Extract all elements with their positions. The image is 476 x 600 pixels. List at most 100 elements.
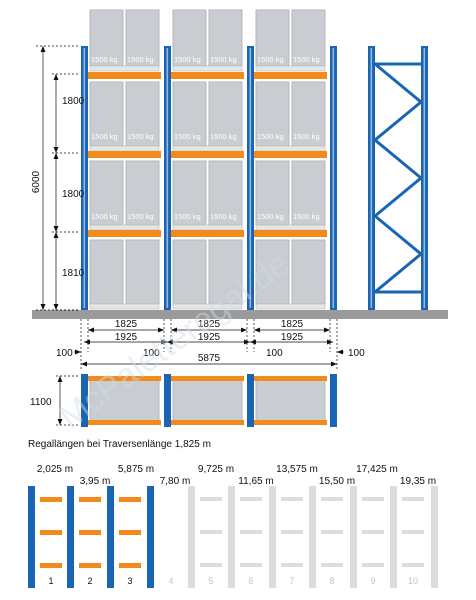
run-beam	[321, 563, 343, 567]
offset-label: 100	[348, 348, 365, 359]
frame-bracing	[374, 62, 422, 294]
load-label: 1500 kg	[91, 212, 118, 221]
bay-number: 4	[168, 576, 173, 586]
total-length-label: 5875	[198, 353, 221, 364]
pallet-box	[89, 239, 124, 305]
run-beam	[362, 497, 384, 501]
load-label: 1500 kg	[174, 132, 201, 141]
bay-number: 2	[87, 576, 92, 586]
pallet-box	[208, 160, 243, 226]
beam	[171, 151, 244, 158]
pallet-base	[89, 65, 160, 72]
beam	[254, 230, 327, 237]
run-beam	[200, 497, 222, 501]
depth-label: 1100	[30, 397, 52, 408]
upright	[164, 374, 171, 427]
load-label: 1500 kg	[127, 212, 154, 221]
run-beam	[281, 563, 303, 567]
upright	[81, 374, 88, 427]
bay-number: 6	[248, 576, 253, 586]
run-beam	[281, 530, 303, 534]
run-uprights	[28, 486, 438, 588]
bay-width-label: 1925	[281, 332, 304, 343]
run-upright	[309, 486, 316, 588]
pallet-loads	[89, 9, 326, 310]
load-label: 1500 kg	[293, 132, 320, 141]
pallet-base	[89, 224, 160, 231]
beams	[88, 72, 327, 237]
total-height-label: 6000	[31, 170, 42, 193]
run-beam	[40, 497, 62, 502]
load-label: 1500 kg	[257, 132, 284, 141]
pallet-box	[255, 81, 290, 147]
load-label: 1500 kg	[174, 212, 201, 221]
beam	[171, 230, 244, 237]
bay-number: 3	[127, 576, 132, 586]
run-beam	[200, 563, 222, 567]
front-view: 1500 kg 1500 kg 1500 kg 1500 kg 1500 kg …	[81, 9, 337, 310]
load-label: 1500 kg	[127, 55, 154, 64]
pallet-box	[125, 9, 160, 67]
lengths-caption: Regallängen bei Traversenlänge 1,825 m	[28, 439, 211, 450]
upright	[330, 374, 337, 427]
side-frame	[368, 46, 428, 310]
offset-label: 100	[266, 348, 283, 359]
pallet-box	[125, 160, 160, 226]
bay-numbers: 1 2 3 4 5 6 7 8 9 10	[48, 576, 418, 586]
run-upright	[431, 486, 438, 588]
dimension-arrows	[75, 327, 343, 367]
pallet-box	[291, 160, 326, 226]
pallet-box	[89, 9, 124, 67]
length-label: 7,80 m	[160, 476, 191, 487]
pallet-box	[208, 239, 243, 305]
length-label: 3,95 m	[80, 476, 111, 487]
load-label: 1500 kg	[293, 212, 320, 221]
bay-number: 8	[329, 576, 334, 586]
run-beam	[240, 530, 262, 534]
beam	[88, 230, 161, 237]
run-upright	[107, 486, 114, 588]
pallet-box	[172, 239, 207, 305]
pallet-box	[208, 81, 243, 147]
beam-length-label: 1825	[281, 319, 304, 330]
run-upright	[228, 486, 235, 588]
run-beam	[119, 530, 141, 535]
run-beams	[40, 497, 424, 568]
pallet-base	[172, 224, 243, 231]
beam	[254, 151, 327, 158]
beam	[171, 420, 244, 425]
run-beam	[281, 497, 303, 501]
run-beam	[40, 563, 62, 568]
run-beam	[402, 563, 424, 567]
beam	[171, 72, 244, 79]
height-dimensions	[36, 45, 80, 311]
pallet-base	[89, 303, 160, 310]
pallet-base	[255, 65, 326, 72]
level-height-label: 1810	[62, 268, 85, 279]
depth-view	[56, 374, 337, 427]
length-label: 17,425 m	[356, 464, 398, 475]
floor	[32, 310, 448, 319]
bay-width-label: 1925	[115, 332, 138, 343]
length-label: 15,50 m	[319, 476, 355, 487]
load-label: 1500 kg	[91, 55, 118, 64]
load-label: 1500 kg	[210, 212, 237, 221]
beam	[254, 420, 327, 425]
bay-number: 9	[370, 576, 375, 586]
load-label: 1500 kg	[210, 55, 237, 64]
run-upright	[269, 486, 276, 588]
length-label: 5,875 m	[118, 464, 154, 475]
pallet-base	[172, 145, 243, 152]
beam	[254, 72, 327, 79]
pallet-box	[125, 81, 160, 147]
run-beam	[200, 530, 222, 534]
run-beam	[402, 497, 424, 501]
pallet-box	[125, 239, 160, 305]
run-beam	[119, 497, 141, 502]
load-labels: 1500 kg 1500 kg 1500 kg 1500 kg 1500 kg …	[91, 55, 320, 221]
run-beam	[240, 563, 262, 567]
beam	[88, 72, 161, 79]
length-label: 9,725 m	[198, 464, 234, 475]
load-label: 1500 kg	[293, 55, 320, 64]
